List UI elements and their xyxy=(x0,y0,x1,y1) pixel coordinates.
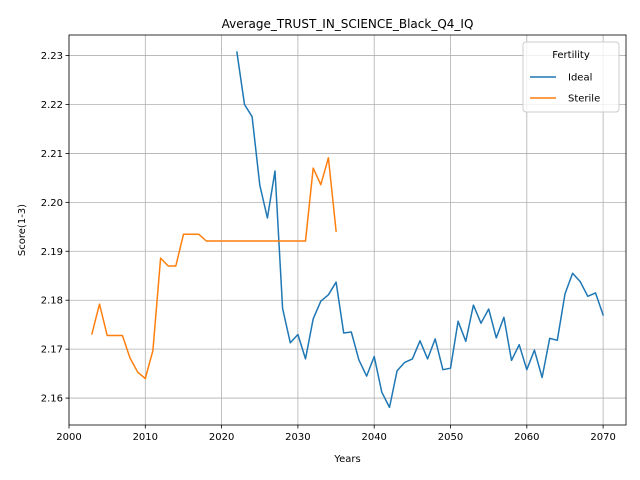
y-tick-label: 2.20 xyxy=(41,198,63,209)
x-tick-label: 2060 xyxy=(514,432,539,443)
series-line-sterile xyxy=(90,157,337,380)
x-tick-label: 2040 xyxy=(361,432,386,443)
x-axis: 2000 2010 2020 2030 2040 2050 2060 2070 xyxy=(56,425,616,443)
legend: Fertility Ideal Sterile xyxy=(522,41,620,113)
x-tick-label: 2050 xyxy=(438,432,463,443)
series-layer xyxy=(90,51,605,409)
y-tick-label: 2.21 xyxy=(41,149,63,160)
x-tick-label: 2020 xyxy=(209,432,234,443)
y-tick-label: 2.17 xyxy=(41,345,63,356)
y-tick-label: 2.23 xyxy=(41,51,63,62)
plot-frame xyxy=(68,34,627,426)
y-tick-label: 2.18 xyxy=(41,296,63,307)
y-axis-label: Score(1-3) xyxy=(17,204,28,256)
legend-title: Fertility xyxy=(552,50,590,61)
x-tick-label: 2000 xyxy=(56,432,81,443)
legend-box xyxy=(522,41,620,113)
x-axis-label: Years xyxy=(333,454,360,465)
legend-label-ideal: Ideal xyxy=(568,73,592,84)
y-axis: 2.16 2.17 2.18 2.19 2.20 2.21 2.22 2.23 xyxy=(41,51,69,405)
y-tick-label: 2.16 xyxy=(41,394,63,405)
y-tick-label: 2.19 xyxy=(41,247,63,258)
y-tick-label: 2.22 xyxy=(41,100,63,111)
chart-title: Average_TRUST_IN_SCIENCE_Black_Q4_IQ xyxy=(222,17,474,31)
series-line-ideal xyxy=(236,51,605,409)
x-tick-label: 2070 xyxy=(590,432,615,443)
x-tick-label: 2030 xyxy=(285,432,310,443)
x-tick-label: 2010 xyxy=(133,432,158,443)
legend-label-sterile: Sterile xyxy=(568,94,600,105)
